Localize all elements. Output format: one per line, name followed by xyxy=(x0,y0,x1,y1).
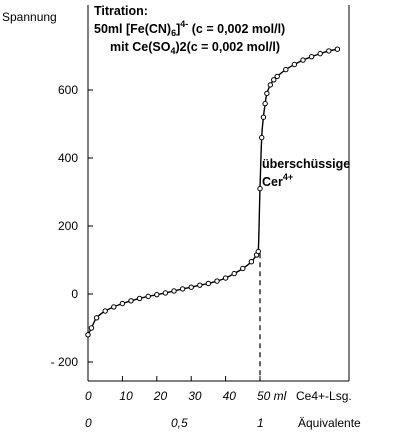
annotation-line2: Cer4+ xyxy=(262,172,293,189)
annotation-sup: 4+ xyxy=(283,172,293,182)
data-point xyxy=(264,90,270,97)
x-tick-label-equivalent: 0 xyxy=(85,416,92,430)
data-point xyxy=(85,332,91,338)
title-line2-prefix: 50ml [Fe(CN) xyxy=(94,22,171,36)
annotation-line1: überschüssige xyxy=(262,157,350,171)
chart-frame xyxy=(87,5,350,382)
data-point xyxy=(255,248,261,255)
x-tick-label: 30 xyxy=(188,389,202,403)
data-point xyxy=(231,270,237,277)
data-point xyxy=(274,73,280,80)
y-tick-label: 400 xyxy=(58,151,78,165)
title-line2-mid: ] xyxy=(176,22,180,36)
data-point xyxy=(291,61,298,68)
data-point xyxy=(145,293,151,300)
title-line2-sub: 6 xyxy=(171,28,176,38)
x-axis-label: Ce4+-Lsg. xyxy=(296,389,352,403)
annotation-cer: Cer xyxy=(262,175,283,189)
data-point xyxy=(267,82,274,88)
data-points xyxy=(85,46,341,338)
data-point xyxy=(171,288,177,294)
data-point xyxy=(222,275,229,281)
y-tick-label: 0 xyxy=(71,287,78,301)
tick-layer: 600 400 200 0 - 200 0 10 20 30 40 50 ml 0 0,5 1 xyxy=(51,83,287,430)
x-tick-label: 10 xyxy=(119,389,133,403)
title-line2-sup: 4- xyxy=(180,19,188,29)
chart-title-line2: 50ml [Fe(CN)6]4- (c = 0,002 mol/l) xyxy=(94,19,285,38)
y-tick-label: 600 xyxy=(58,83,78,97)
data-point xyxy=(308,53,315,60)
title-line2-suffix: (c = 0,002 mol/l) xyxy=(188,22,285,36)
data-point xyxy=(162,290,169,296)
title-line3-suffix: )2(c = 0,002 mol/l) xyxy=(175,40,280,54)
data-point xyxy=(283,66,289,73)
data-point xyxy=(179,286,186,292)
data-point xyxy=(248,259,255,265)
data-point xyxy=(102,308,108,314)
data-point xyxy=(317,50,323,57)
title-line3-sub: 4 xyxy=(170,46,175,56)
data-point xyxy=(111,304,117,310)
x-tick-label: 0 xyxy=(85,389,92,403)
x-axis-label-secondary: Äquivalente xyxy=(298,416,361,430)
data-point xyxy=(128,298,134,304)
data-point xyxy=(271,77,277,83)
data-point xyxy=(188,284,194,290)
data-point xyxy=(214,278,220,284)
data-point xyxy=(136,295,143,302)
data-point xyxy=(257,185,263,192)
data-point xyxy=(205,280,212,287)
chart-title-line3: mit Ce(SO4)2(c = 0,002 mol/l) xyxy=(110,40,280,56)
data-point xyxy=(88,325,95,331)
data-point xyxy=(154,291,160,298)
data-point xyxy=(260,114,267,120)
data-point xyxy=(326,48,332,54)
titration-curve xyxy=(87,48,338,336)
chart-title-line1: Titration: xyxy=(94,4,148,18)
curve-layer xyxy=(87,48,338,336)
data-point xyxy=(93,315,100,321)
data-point xyxy=(197,282,203,288)
data-point xyxy=(300,57,306,63)
x-tick-label: 20 xyxy=(153,389,168,403)
data-point xyxy=(262,100,268,107)
y-axis-label: Spannung xyxy=(2,10,57,24)
x-tick-label: 50 ml xyxy=(257,389,287,403)
x-tick-label-equivalent: 1 xyxy=(257,416,264,430)
data-point xyxy=(119,300,126,307)
y-tick-label: - 200 xyxy=(51,355,79,369)
data-point xyxy=(240,265,246,272)
x-tick-label-equivalent: 0,5 xyxy=(171,416,188,430)
title-line3-prefix: mit Ce(SO xyxy=(110,40,171,54)
data-point xyxy=(259,134,265,141)
y-tick-label: 200 xyxy=(58,219,78,233)
data-point xyxy=(334,46,341,52)
x-tick-label: 40 xyxy=(223,389,237,403)
